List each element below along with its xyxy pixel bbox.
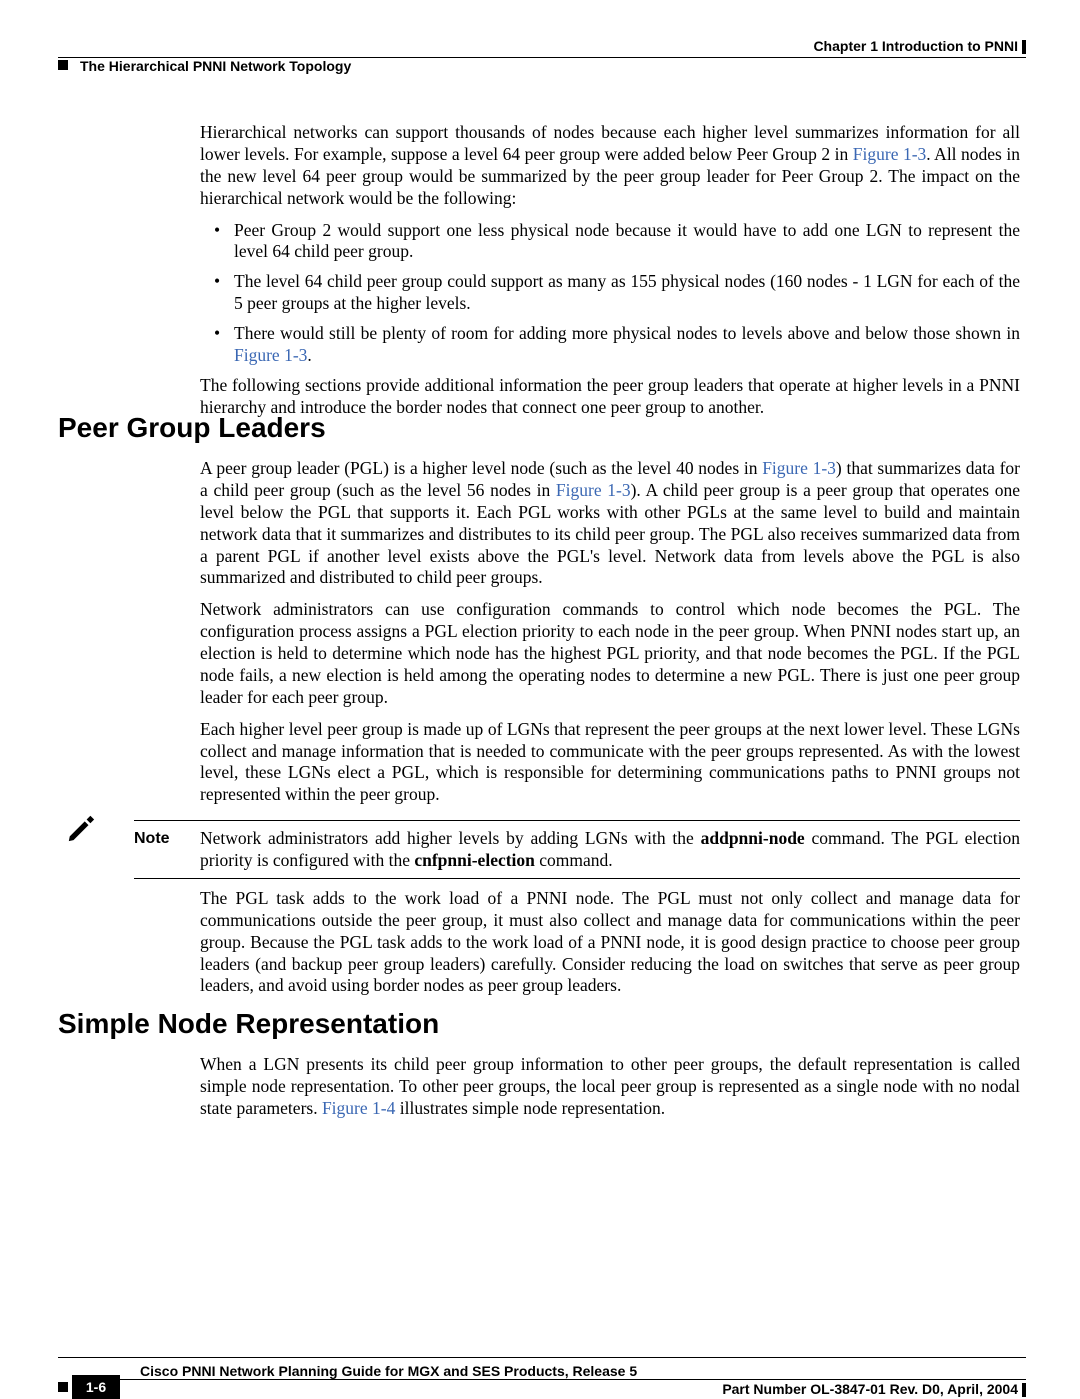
chapter-label: Chapter 1 Introduction to PNNI — [813, 38, 1018, 54]
note-text: Network administrators add higher levels… — [200, 820, 1020, 872]
pgl-paragraph-1: A peer group leader (PGL) is a higher le… — [200, 458, 1020, 589]
section-path: The Hierarchical PNNI Network Topology — [80, 58, 351, 74]
footer-top-rule — [58, 1357, 1026, 1358]
bullet-item: The level 64 child peer group could supp… — [234, 271, 1020, 315]
footer-square-marker — [58, 1382, 68, 1392]
pencil-icon — [66, 812, 96, 842]
header-square-marker — [58, 60, 68, 70]
note-top-rule — [134, 820, 1020, 821]
intro-block: Hierarchical networks can support thousa… — [200, 122, 1020, 429]
figure-link[interactable]: Figure 1-3 — [234, 345, 307, 365]
figure-link[interactable]: Figure 1-3 — [853, 144, 927, 164]
pgl-paragraph-4: The PGL task adds to the work load of a … — [200, 888, 1020, 997]
bullet-item: Peer Group 2 would support one less phys… — [234, 220, 1020, 264]
page-header: Chapter 1 Introduction to PNNI The Hiera… — [0, 38, 1080, 68]
heading-peer-group-leaders: Peer Group Leaders — [58, 412, 326, 444]
figure-link[interactable]: Figure 1-3 — [762, 458, 836, 478]
text: There would still be plenty of room for … — [234, 323, 1020, 343]
page: Chapter 1 Introduction to PNNI The Hiera… — [0, 0, 1080, 1397]
pgl-paragraph-3: Each higher level peer group is made up … — [200, 719, 1020, 807]
part-number: Part Number OL-3847-01 Rev. D0, April, 2… — [722, 1381, 1018, 1397]
snr-paragraph-1: When a LGN presents its child peer group… — [200, 1054, 1020, 1120]
bullet-item: There would still be plenty of room for … — [234, 323, 1020, 367]
note-label: Note — [134, 830, 170, 848]
text: illustrates simple node representation. — [395, 1098, 665, 1118]
footer-doc-title: Cisco PNNI Network Planning Guide for MG… — [140, 1363, 637, 1379]
figure-link[interactable]: Figure 1-3 — [556, 480, 631, 500]
intro-paragraph-1: Hierarchical networks can support thousa… — [200, 122, 1020, 210]
section-peer-group-leaders: A peer group leader (PGL) is a higher le… — [200, 458, 1020, 1007]
section-simple-node-representation: When a LGN presents its child peer group… — [200, 1054, 1020, 1130]
footer-end-bar — [1022, 1383, 1026, 1397]
text: command. — [535, 850, 613, 870]
header-end-bar — [1022, 40, 1026, 54]
page-number: 1-6 — [72, 1375, 120, 1399]
figure-link[interactable]: Figure 1-4 — [322, 1098, 395, 1118]
intro-bullets: Peer Group 2 would support one less phys… — [200, 220, 1020, 367]
note-bottom-rule — [134, 878, 1020, 879]
footer-mid-rule — [120, 1379, 1026, 1380]
text: A peer group leader (PGL) is a higher le… — [200, 458, 762, 478]
note-block: Note Network administrators add higher l… — [200, 820, 1020, 872]
text: Network administrators add higher levels… — [200, 828, 701, 848]
heading-simple-node-representation: Simple Node Representation — [58, 1008, 439, 1040]
command-cnfpnni-election: cnfpnni-election — [414, 850, 535, 870]
command-addpnni-node: addpnni-node — [701, 828, 805, 848]
pgl-paragraph-2: Network administrators can use configura… — [200, 599, 1020, 708]
text: . — [307, 345, 311, 365]
